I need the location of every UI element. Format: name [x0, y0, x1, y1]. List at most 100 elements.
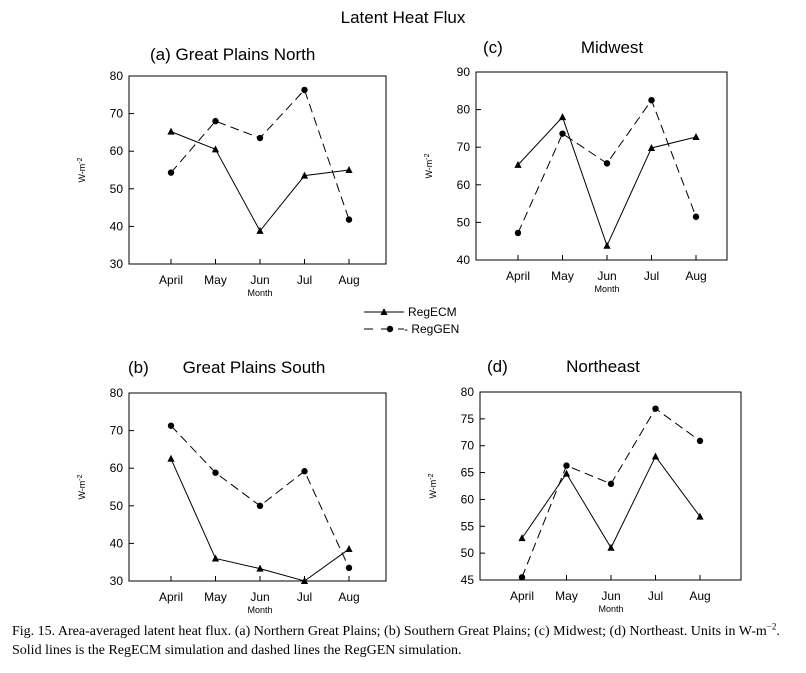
x-tick-label: May	[204, 273, 227, 287]
y-tick-label: 60	[457, 178, 471, 192]
data-point-reggen	[167, 422, 175, 429]
data-point-reggen	[563, 462, 570, 469]
y-axis-unit-superscript: -2	[428, 473, 435, 479]
data-point-regecm	[211, 554, 220, 562]
y-axis-unit: W-m	[77, 164, 87, 183]
y-axis-unit: W-m	[424, 160, 434, 179]
plot-frame	[475, 71, 728, 261]
data-point-reggen	[301, 86, 308, 94]
x-tick-label: May	[555, 589, 578, 603]
y-tick-label: 50	[110, 499, 124, 513]
legend-label-reggen: - RegGEN	[404, 322, 459, 336]
data-point-reggen	[514, 229, 522, 237]
data-point-regecm	[514, 160, 522, 168]
data-point-reggen	[559, 130, 566, 137]
y-tick-label: 70	[110, 424, 124, 438]
x-axis-label: Month	[247, 605, 272, 615]
y-tick-label: 90	[457, 65, 471, 79]
panel-label: (c)	[483, 38, 503, 57]
data-point-regecm	[562, 469, 571, 477]
data-point-regecm	[256, 226, 264, 234]
y-tick-label: 40	[110, 219, 124, 233]
figure-title: Latent Heat Flux	[340, 8, 466, 27]
x-tick-label: Jul	[297, 590, 312, 604]
data-point-reggen	[692, 213, 700, 220]
y-axis-unit-superscript: -2	[77, 474, 84, 480]
caption-line-1: Fig. 15. Area-averaged latent heat flux.…	[12, 622, 802, 641]
chart-d: (d) Northeast 45 50 55 60 65 70 75 80 W-m-2 April Ma…	[428, 357, 742, 614]
panel-title: Northeast	[566, 357, 640, 376]
data-point-reggen	[212, 469, 219, 476]
y-tick-label: 55	[461, 519, 475, 533]
series-line-regecm	[517, 116, 697, 248]
x-axis-label: Month	[594, 284, 619, 294]
data-point-regecm	[647, 143, 656, 151]
figure-caption: Fig. 15. Area-averaged latent heat flux.…	[12, 622, 802, 660]
data-point-reggen	[652, 405, 659, 412]
y-tick-label: 45	[461, 573, 475, 587]
data-point-reggen	[345, 216, 353, 223]
chart-c: (c) Midwest 40 50 60 70 80 90 W-m-2 April May Jun Ju…	[424, 38, 728, 294]
series-line-regecm	[521, 455, 701, 549]
y-tick-label: 80	[461, 385, 475, 399]
chart-b: (b) Great Plains South 30 40 50 60 70 80 W-m-2 Ap…	[77, 358, 387, 615]
x-tick-label: Jun	[250, 273, 269, 287]
y-tick-label: 70	[110, 107, 124, 121]
x-tick-label: Jun	[601, 589, 620, 603]
y-tick-label: 75	[461, 412, 475, 426]
y-axis-unit: W-m	[428, 480, 438, 499]
data-point-regecm	[300, 171, 309, 179]
data-point-reggen	[256, 502, 264, 509]
data-point-regecm	[167, 127, 175, 135]
data-point-regecm	[518, 534, 526, 542]
x-tick-label: May	[204, 590, 227, 604]
x-tick-label: Aug	[338, 590, 359, 604]
y-axis-label: W-m-2	[424, 153, 434, 178]
panel-label: (d)	[487, 357, 508, 376]
series-line-regecm	[170, 458, 350, 582]
y-tick-label: 40	[457, 253, 471, 267]
y-axis-unit-superscript: -2	[424, 153, 431, 159]
data-point-reggen	[212, 117, 219, 125]
plot-frame	[128, 75, 387, 265]
data-point-regecm	[696, 512, 704, 520]
x-tick-label: Jun	[250, 590, 269, 604]
legend-label-regecm: RegECM	[408, 305, 457, 319]
data-point-regecm	[211, 145, 220, 153]
y-axis-unit: W-m	[77, 481, 87, 500]
data-point-reggen	[648, 97, 655, 104]
legend-triangle-marker	[380, 308, 388, 315]
x-tick-label: Jun	[597, 269, 616, 283]
data-point-regecm	[558, 113, 567, 121]
data-point-regecm	[692, 133, 700, 141]
data-point-regecm	[345, 545, 353, 553]
data-point-reggen	[607, 480, 615, 488]
series-line-reggen	[521, 407, 701, 578]
x-tick-label: May	[551, 269, 574, 283]
data-point-regecm	[167, 454, 175, 462]
y-tick-label: 30	[110, 574, 124, 588]
data-point-reggen	[167, 169, 175, 176]
data-point-regecm	[345, 166, 353, 173]
caption-line-2: Solid lines is the RegECM simulation and…	[12, 643, 462, 658]
data-point-regecm	[603, 241, 611, 249]
y-tick-label: 70	[461, 439, 475, 453]
caption-line-1-text: Fig. 15. Area-averaged latent heat flux.…	[12, 624, 767, 639]
panel-title: Great Plains South	[183, 358, 326, 377]
y-tick-label: 60	[110, 144, 124, 158]
series-line-reggen	[170, 88, 350, 220]
y-tick-label: 80	[110, 386, 124, 400]
legend: RegECM - RegGEN	[364, 305, 459, 336]
caption-unit-superscript: −2	[766, 621, 777, 632]
x-tick-label: Aug	[338, 273, 359, 287]
x-tick-label: April	[159, 273, 183, 287]
y-axis-label: W-m-2	[428, 473, 438, 498]
y-tick-label: 80	[110, 69, 124, 83]
x-axis-label: Month	[247, 288, 272, 298]
x-tick-label: April	[510, 589, 534, 603]
legend-circle-marker	[386, 325, 394, 333]
y-tick-label: 40	[110, 536, 124, 550]
y-tick-label: 60	[461, 492, 475, 506]
x-tick-label: Aug	[685, 269, 706, 283]
y-axis-unit-superscript: -2	[77, 157, 84, 163]
